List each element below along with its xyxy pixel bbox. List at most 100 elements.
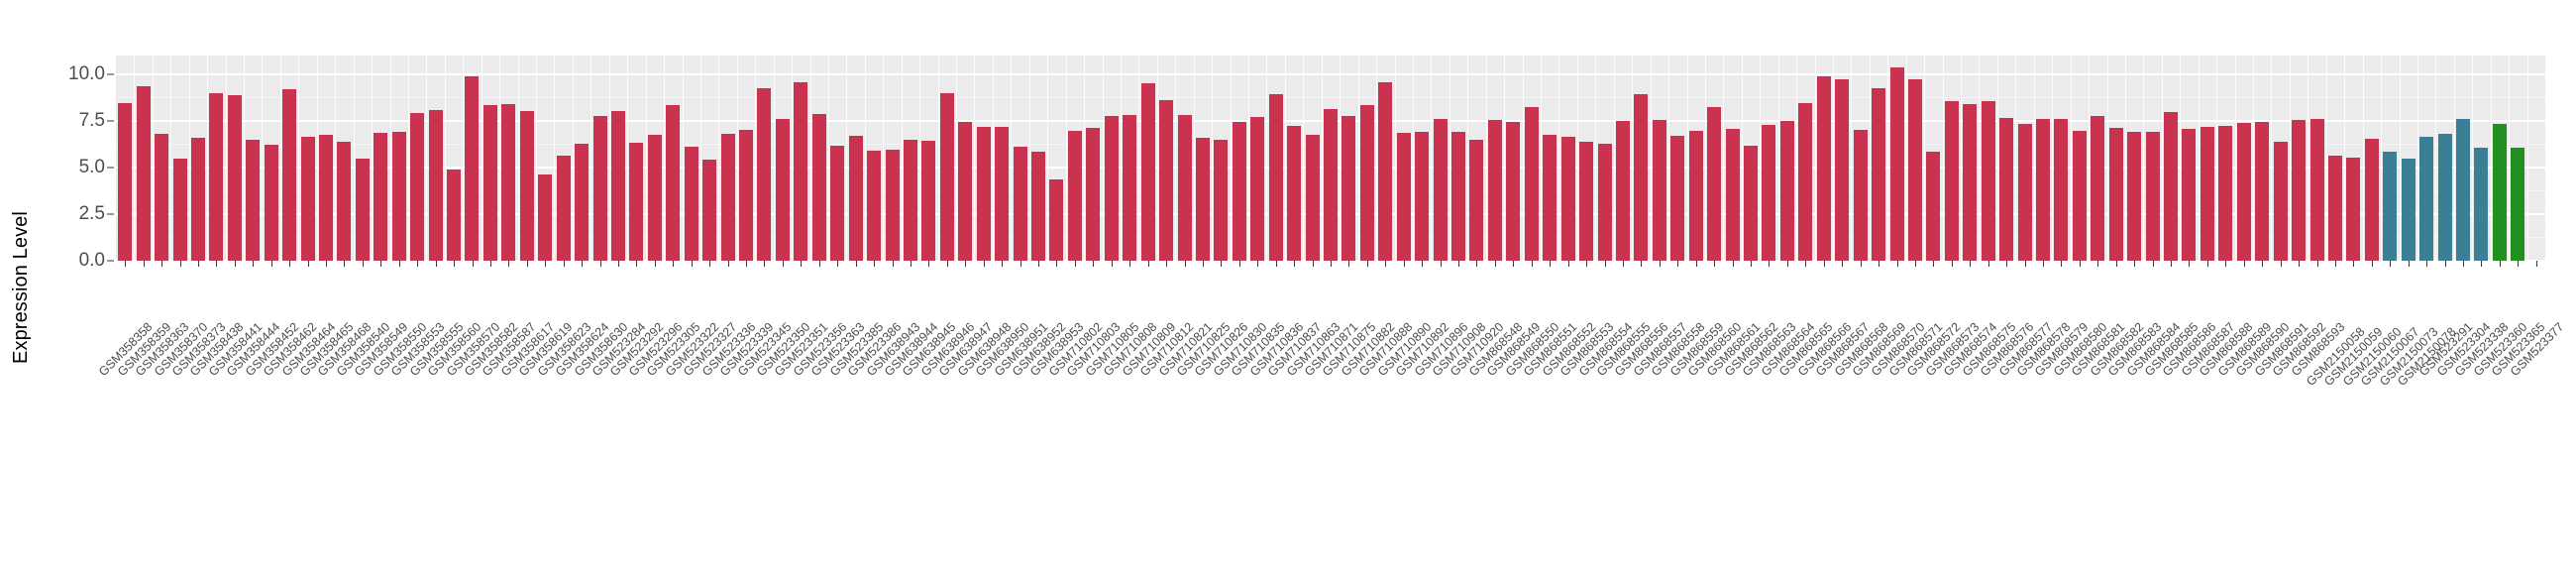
- bar[interactable]: [1086, 128, 1101, 261]
- bar[interactable]: [1579, 141, 1594, 261]
- bar[interactable]: [391, 132, 406, 261]
- bar[interactable]: [995, 126, 1010, 261]
- bar[interactable]: [136, 86, 151, 261]
- bar[interactable]: [867, 150, 882, 261]
- bar[interactable]: [1214, 139, 1229, 261]
- bar[interactable]: [2309, 118, 2324, 261]
- bar[interactable]: [1323, 108, 1338, 261]
- bar[interactable]: [1268, 93, 1283, 261]
- bar[interactable]: [190, 137, 205, 261]
- bar[interactable]: [1725, 129, 1740, 261]
- bar[interactable]: [575, 144, 590, 261]
- bar[interactable]: [410, 113, 425, 261]
- bar[interactable]: [118, 103, 133, 261]
- bar[interactable]: [337, 141, 352, 261]
- bar[interactable]: [2346, 157, 2361, 261]
- bar[interactable]: [702, 160, 717, 261]
- bar[interactable]: [2474, 148, 2489, 261]
- bar[interactable]: [1305, 134, 1320, 261]
- bar[interactable]: [1889, 67, 1904, 261]
- bar[interactable]: [172, 158, 187, 261]
- bar[interactable]: [1232, 121, 1246, 261]
- bar[interactable]: [1378, 82, 1393, 261]
- bar[interactable]: [1123, 115, 1137, 261]
- bar[interactable]: [1487, 119, 1502, 261]
- bar[interactable]: [1798, 103, 1813, 261]
- bar[interactable]: [1469, 139, 1484, 261]
- bar[interactable]: [1140, 83, 1155, 261]
- bar[interactable]: [757, 87, 772, 261]
- bar[interactable]: [2017, 123, 2032, 261]
- bar[interactable]: [1762, 124, 1776, 261]
- bar[interactable]: [300, 136, 315, 261]
- bar[interactable]: [1031, 151, 1046, 261]
- bar[interactable]: [2419, 136, 2434, 261]
- bar[interactable]: [1835, 78, 1850, 261]
- bar[interactable]: [1872, 87, 1886, 261]
- bar[interactable]: [1195, 137, 1210, 261]
- bar[interactable]: [2091, 116, 2105, 261]
- bar[interactable]: [1634, 93, 1649, 261]
- bar[interactable]: [374, 133, 388, 261]
- bar[interactable]: [2127, 132, 2142, 261]
- bar[interactable]: [1688, 131, 1703, 261]
- bar[interactable]: [1707, 106, 1722, 261]
- bar[interactable]: [976, 126, 991, 261]
- bar[interactable]: [282, 88, 297, 261]
- bar[interactable]: [684, 147, 698, 261]
- bar[interactable]: [155, 134, 169, 261]
- bar[interactable]: [775, 118, 790, 261]
- bar[interactable]: [1013, 147, 1027, 261]
- bar[interactable]: [1981, 101, 1995, 261]
- bar[interactable]: [1560, 136, 1575, 261]
- bar[interactable]: [1049, 179, 1064, 261]
- bar[interactable]: [1287, 125, 1302, 261]
- bar[interactable]: [1963, 103, 1978, 261]
- bar[interactable]: [319, 134, 333, 261]
- bar[interactable]: [1853, 130, 1868, 261]
- bar[interactable]: [2401, 158, 2415, 261]
- bar[interactable]: [556, 155, 571, 261]
- bar[interactable]: [538, 173, 553, 261]
- bar[interactable]: [1524, 106, 1539, 261]
- bar[interactable]: [2456, 118, 2471, 261]
- bar[interactable]: [465, 75, 480, 261]
- bar[interactable]: [1342, 116, 1356, 261]
- bar[interactable]: [720, 134, 735, 261]
- bar[interactable]: [1506, 121, 1521, 261]
- bar[interactable]: [1433, 118, 1448, 261]
- bar[interactable]: [2364, 138, 2379, 261]
- bar[interactable]: [1907, 79, 1922, 261]
- bar[interactable]: [921, 140, 936, 261]
- bar[interactable]: [2036, 118, 2050, 261]
- bar[interactable]: [592, 116, 607, 261]
- bar[interactable]: [666, 104, 681, 261]
- bar[interactable]: [739, 130, 754, 261]
- bar[interactable]: [939, 92, 954, 261]
- bar[interactable]: [355, 158, 370, 261]
- bar[interactable]: [246, 139, 261, 261]
- bar[interactable]: [885, 150, 900, 261]
- bar[interactable]: [1415, 132, 1430, 261]
- bar[interactable]: [1543, 134, 1557, 261]
- bar[interactable]: [811, 114, 826, 261]
- bar[interactable]: [2164, 112, 2179, 261]
- bar[interactable]: [794, 82, 808, 261]
- bar[interactable]: [1779, 120, 1794, 261]
- bar[interactable]: [848, 135, 863, 261]
- bar[interactable]: [2255, 121, 2270, 261]
- bar[interactable]: [1615, 120, 1630, 261]
- bar[interactable]: [264, 145, 278, 261]
- bar[interactable]: [227, 94, 242, 261]
- bar[interactable]: [610, 111, 625, 261]
- bar[interactable]: [1944, 101, 1959, 261]
- bar[interactable]: [483, 104, 497, 261]
- bar[interactable]: [1670, 135, 1685, 261]
- bar[interactable]: [629, 143, 644, 261]
- bar[interactable]: [2054, 118, 2069, 261]
- bar[interactable]: [2437, 134, 2452, 261]
- bar[interactable]: [501, 103, 516, 261]
- bar[interactable]: [647, 134, 662, 261]
- bar[interactable]: [1159, 100, 1174, 261]
- bar[interactable]: [903, 139, 917, 261]
